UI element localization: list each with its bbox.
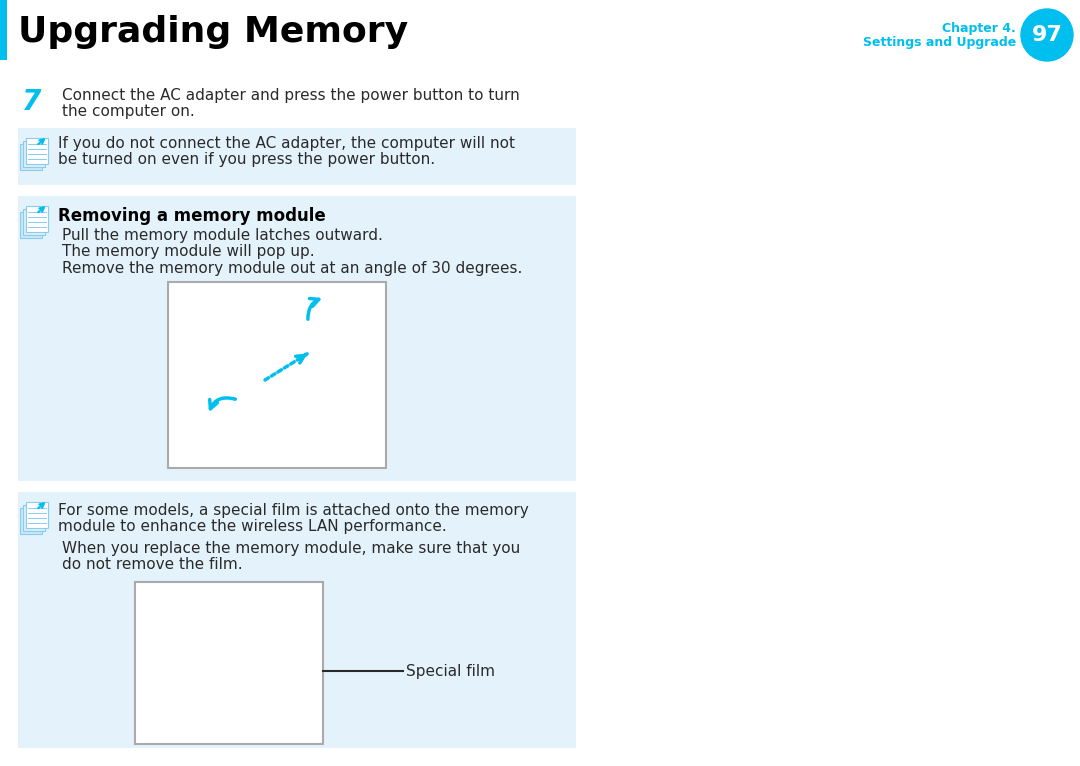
- Bar: [23, 141, 45, 167]
- Bar: [18, 492, 576, 748]
- Text: 97: 97: [1031, 25, 1063, 45]
- Text: Removing a memory module: Removing a memory module: [58, 207, 326, 225]
- Bar: [23, 209, 45, 235]
- Text: If you do not connect the AC adapter, the computer will not: If you do not connect the AC adapter, th…: [58, 136, 515, 151]
- Text: Remove the memory module out at an angle of 30 degrees.: Remove the memory module out at an angle…: [62, 261, 523, 276]
- Bar: [21, 144, 42, 170]
- Bar: [0, 0, 6, 60]
- Bar: [26, 138, 48, 164]
- Bar: [23, 505, 45, 531]
- Text: The memory module will pop up.: The memory module will pop up.: [62, 244, 314, 259]
- Bar: [21, 212, 42, 238]
- Bar: [135, 582, 323, 744]
- Circle shape: [1021, 9, 1074, 61]
- Bar: [18, 196, 576, 481]
- Text: For some models, a special film is attached onto the memory: For some models, a special film is attac…: [58, 503, 529, 518]
- Bar: [18, 128, 576, 185]
- Text: 7: 7: [22, 88, 41, 116]
- Text: Special film: Special film: [406, 663, 495, 679]
- Text: Pull the memory module latches outward.: Pull the memory module latches outward.: [62, 228, 383, 243]
- Text: When you replace the memory module, make sure that you: When you replace the memory module, make…: [62, 541, 521, 556]
- Text: Settings and Upgrade: Settings and Upgrade: [863, 36, 1016, 49]
- Text: Connect the AC adapter and press the power button to turn: Connect the AC adapter and press the pow…: [62, 88, 519, 103]
- Text: module to enhance the wireless LAN performance.: module to enhance the wireless LAN perfo…: [58, 519, 447, 534]
- Text: the computer on.: the computer on.: [62, 104, 194, 119]
- Bar: [26, 502, 48, 528]
- Bar: [21, 508, 42, 534]
- Text: Chapter 4.: Chapter 4.: [942, 22, 1016, 35]
- Text: Upgrading Memory: Upgrading Memory: [18, 15, 408, 49]
- Bar: [26, 206, 48, 232]
- Text: be turned on even if you press the power button.: be turned on even if you press the power…: [58, 152, 435, 167]
- Bar: [168, 282, 386, 468]
- Text: do not remove the film.: do not remove the film.: [62, 557, 243, 572]
